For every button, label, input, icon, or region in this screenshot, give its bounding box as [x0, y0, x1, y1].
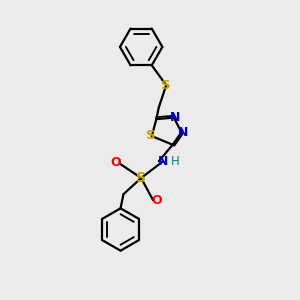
Text: S: S	[161, 79, 171, 92]
Text: O: O	[110, 156, 121, 169]
Text: N: N	[158, 155, 168, 168]
Text: S: S	[146, 129, 155, 142]
Text: N: N	[178, 126, 188, 139]
Text: N: N	[170, 111, 181, 124]
Text: O: O	[151, 194, 162, 207]
Text: S: S	[136, 171, 146, 185]
Text: H: H	[171, 155, 179, 168]
